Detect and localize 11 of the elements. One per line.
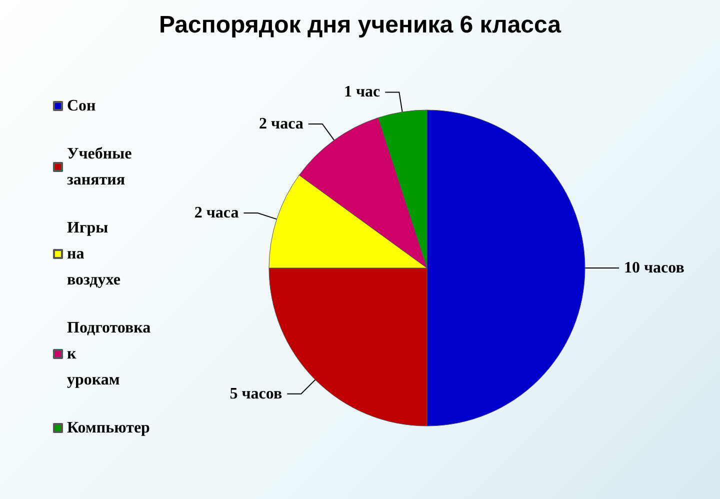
data-label: 2 часа (259, 115, 304, 132)
legend-label: Компьютер (67, 420, 150, 436)
legend-label: Игры на воздухе (67, 220, 120, 288)
legend-label: Подготовка к урокам (67, 320, 151, 388)
legend-label: Учебные занятия (67, 146, 132, 188)
data-label: 5 часов (230, 385, 282, 402)
chart-title: Распорядок дня ученика 6 класса (158, 12, 562, 38)
data-label: 2 часа (194, 204, 239, 222)
data-label: 1 час (344, 84, 380, 101)
data-label: 10 часов (624, 260, 685, 276)
legend-label: Сон (67, 98, 96, 114)
